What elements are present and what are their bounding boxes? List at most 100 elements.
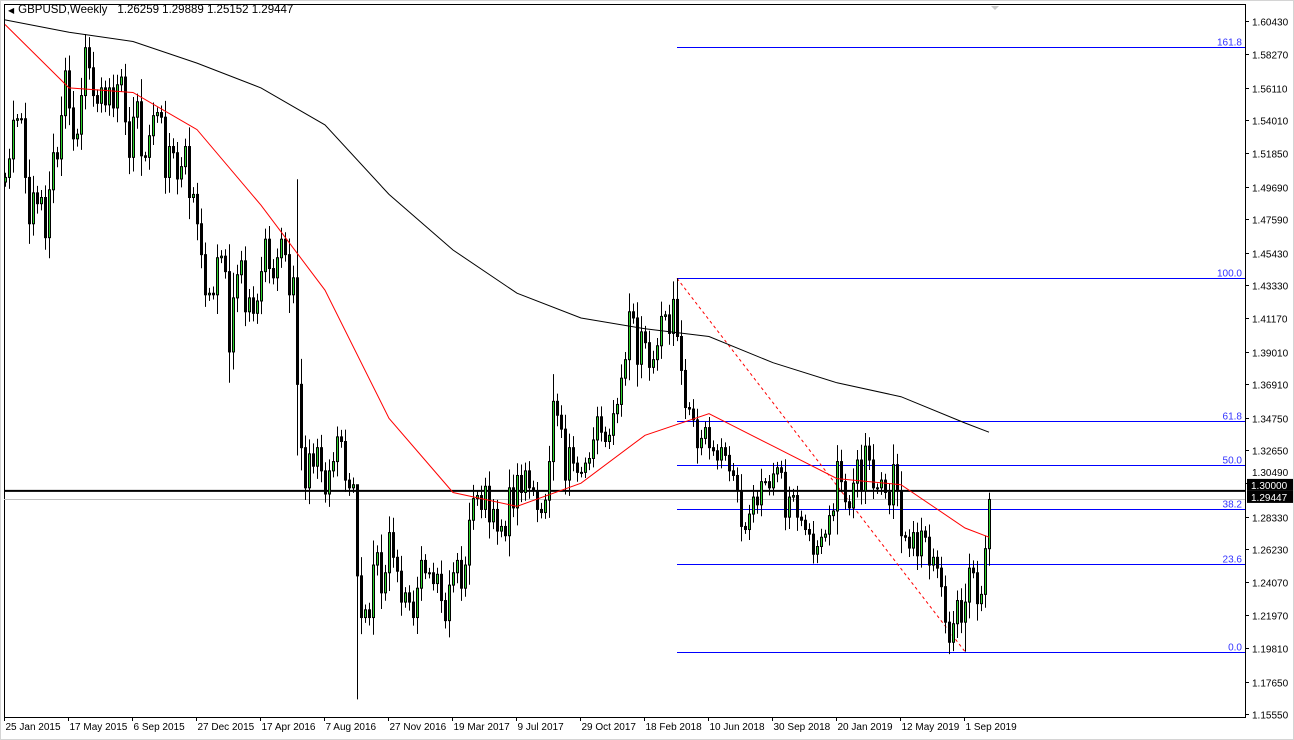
candle [28, 159, 31, 244]
bull-candle-body [456, 559, 459, 574]
bear-candle-body [576, 462, 579, 473]
fib-level-label: 0.0 [1228, 643, 1242, 654]
candle [816, 540, 819, 564]
candle [92, 51, 95, 107]
candle [364, 604, 367, 623]
candle [472, 484, 475, 530]
candle [548, 445, 551, 518]
bear-candle-body [392, 532, 395, 558]
fib-level-label: 161.8 [1217, 38, 1242, 49]
candle [24, 102, 27, 194]
time-tick-label: 17 May 2015 [70, 722, 128, 733]
bear-candle-body [72, 107, 75, 140]
candle [204, 242, 207, 307]
bear-candle-body [300, 383, 303, 449]
bear-candle-body [28, 176, 31, 225]
candle [848, 495, 851, 516]
candle [904, 531, 907, 542]
candle [716, 444, 719, 470]
bear-candle-body [368, 609, 371, 619]
candle [456, 553, 459, 584]
candle [104, 80, 107, 113]
candle [432, 562, 435, 591]
bear-candle-body [412, 601, 415, 619]
candle [632, 303, 635, 324]
bear-candle-body [196, 193, 199, 225]
candle [540, 502, 543, 519]
bear-candle-body [400, 570, 403, 603]
price-tick-label: 1.41170 [1252, 315, 1288, 326]
candle [300, 358, 303, 471]
bull-candle-body [352, 484, 355, 489]
candle [348, 473, 351, 496]
candle [280, 227, 283, 268]
candle [384, 564, 387, 601]
bull-candle-body [108, 87, 111, 106]
bull-candle-body [792, 495, 795, 498]
bull-candle-body [892, 464, 895, 506]
bull-candle-body [616, 403, 619, 415]
bull-candle-body [448, 584, 451, 622]
candle [260, 256, 263, 315]
bear-candle-body [844, 481, 847, 503]
bear-candle-body [636, 317, 639, 365]
bull-candle-body [652, 359, 655, 368]
bear-candle-body [204, 254, 207, 296]
candle [484, 477, 487, 519]
bull-candle-body [612, 413, 615, 436]
candle [824, 529, 827, 542]
candle [376, 545, 379, 576]
candle [496, 499, 499, 545]
candle [392, 517, 395, 568]
candle [56, 146, 59, 168]
time-tick-label: 27 Dec 2015 [198, 722, 255, 733]
candle [896, 453, 899, 507]
candle [32, 175, 35, 236]
candle [404, 587, 407, 608]
candle [832, 503, 835, 522]
price-tick-label: 1.47590 [1252, 216, 1289, 227]
candle [164, 100, 167, 194]
candle [556, 393, 559, 427]
bear-candle-body [532, 487, 535, 492]
bull-candle-body [156, 112, 159, 117]
price-tick-label: 1.34750 [1252, 415, 1289, 426]
bull-candle-body [336, 436, 339, 463]
price-tag-label: 1.29447 [1251, 493, 1288, 504]
bull-candle-body [516, 474, 519, 509]
bear-candle-body [408, 592, 411, 603]
bear-candle-body [296, 277, 299, 385]
fast-moving-average-line [4, 24, 990, 538]
bear-candle-body [360, 575, 363, 619]
candle [224, 249, 227, 279]
bear-candle-body [172, 146, 175, 154]
candle [76, 128, 79, 147]
price-tick-label: 1.24070 [1252, 579, 1289, 590]
bear-candle-body [904, 535, 907, 538]
candle [180, 157, 183, 188]
bull-candle-body [588, 457, 591, 464]
candle [232, 272, 235, 370]
candle [68, 55, 71, 126]
candle [864, 433, 867, 505]
dropdown-arrow-icon[interactable]: ◀ [8, 5, 15, 15]
candle [800, 510, 803, 527]
candle [8, 148, 11, 189]
candle [936, 550, 939, 579]
bear-candle-body [288, 254, 291, 296]
time-axis: 25 Jan 2015 17 May 2015 6 Sep 2015 27 Dec 2… [4, 717, 1017, 733]
bull-candle-body [12, 119, 15, 160]
candle [448, 570, 451, 638]
bear-candle-body [212, 292, 215, 296]
candle [792, 488, 795, 502]
candle [784, 459, 787, 531]
bear-candle-body [940, 567, 943, 588]
bear-candle-body [312, 453, 315, 467]
chart-shift-marker-icon[interactable] [991, 6, 999, 10]
bull-candle-body [16, 118, 19, 121]
candle [524, 462, 527, 501]
candle [100, 77, 103, 113]
bull-candle-body [8, 158, 11, 178]
bull-candle-body [136, 101, 139, 118]
